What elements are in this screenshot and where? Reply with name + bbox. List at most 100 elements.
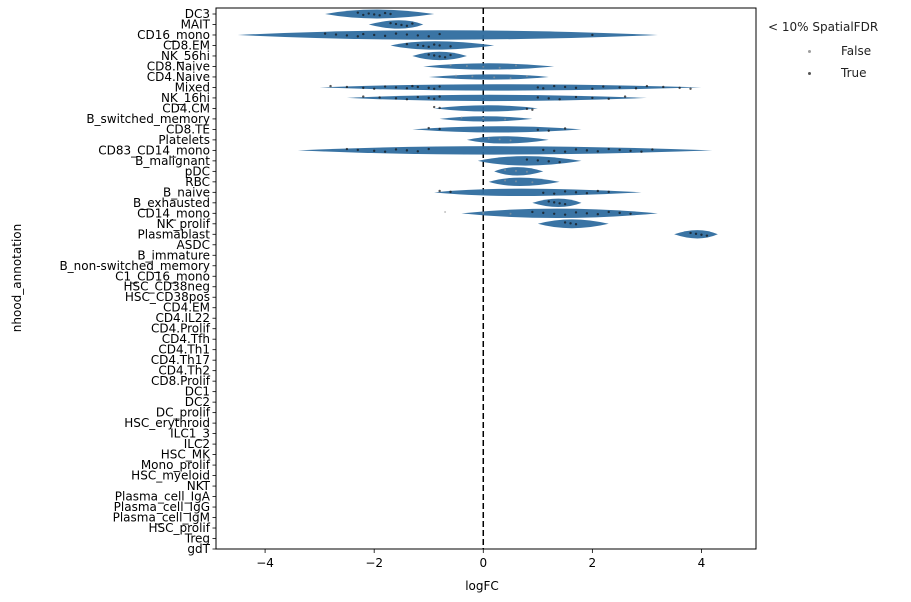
point-NK_prolif (574, 223, 578, 226)
point-DC3 (389, 12, 392, 16)
violin-CD16_mono (237, 30, 658, 40)
y-tick-label-CD4.Th2: CD4.Th2 (158, 364, 210, 378)
point-Mixed (574, 86, 578, 90)
point-CD14_mono (531, 210, 534, 214)
point-Mixed (536, 86, 540, 89)
y-tick-label-Treg: Treg (184, 532, 210, 546)
point-NK_56hi (427, 53, 430, 56)
point-MAIT (411, 22, 414, 25)
y-tick-label-MAIT: MAIT (181, 17, 211, 31)
point-CD8.EM (432, 43, 436, 46)
point-CD16_mono (405, 33, 409, 36)
point-CD16_mono (334, 33, 338, 36)
legend-label-true: True (841, 66, 867, 80)
point-CD8.TE (563, 127, 567, 130)
y-tick-label-NK_16hi: NK_16hi (161, 91, 210, 105)
point-DC3 (372, 13, 376, 16)
violin-NK_16hi (346, 94, 647, 102)
point-CD16_mono (356, 35, 360, 38)
point-DC3 (367, 12, 370, 15)
y-tick-label-Plasma_cell_IgA: Plasma_cell_IgA (115, 490, 211, 504)
point-NK_16hi (547, 97, 550, 100)
point-Mixed (591, 87, 594, 90)
y-tick-label-HSC_MK: HSC_MK (161, 448, 211, 462)
point-Plasmablast (700, 233, 703, 236)
x-axis-label: logFC (465, 579, 499, 593)
point-CD16_mono (362, 32, 365, 36)
y-tick-label-HSC_erythroid: HSC_erythroid (124, 416, 210, 430)
violin-CD8.EM (390, 41, 495, 50)
y-tick-label-ILC2: ILC2 (184, 437, 210, 451)
y-tick-label-B_immature: B_immature (137, 248, 210, 262)
point-CD83_CD14_mono (607, 147, 610, 151)
point-Mixed (372, 87, 376, 90)
point-Plasmablast (689, 231, 692, 235)
point-pDC (504, 169, 507, 172)
point-CD14_mono (629, 212, 632, 215)
point-B_switched_memory (460, 116, 463, 119)
point-CD83_CD14_mono (651, 148, 654, 151)
point-B_naive (574, 191, 578, 194)
point-CD14_mono (585, 212, 589, 215)
violin-Mixed (319, 84, 702, 91)
y-tick-label-CD4.Naive: CD4.Naive (147, 70, 210, 84)
point-B_naive (585, 192, 589, 195)
point-Mixed (383, 85, 387, 88)
y-tick-label-Platelets: Platelets (158, 133, 210, 147)
y-tick-label-Plasma_cell_IgM: Plasma_cell_IgM (113, 511, 210, 525)
y-tick-label-DC1: DC1 (185, 385, 210, 399)
y-tick-label-B_exhausted: B_exhausted (133, 196, 210, 210)
point-CD83_CD14_mono (372, 149, 376, 153)
violin-RBC (488, 177, 560, 187)
y-tick-label-CD4.Th17: CD4.Th17 (151, 353, 210, 367)
point-Mixed (645, 84, 649, 88)
violin-B_naive (434, 188, 642, 197)
point-Mixed (427, 86, 430, 90)
y-tick-label-CD8.Prolif: CD8.Prolif (151, 374, 211, 388)
point-CD4.Naive (471, 75, 474, 78)
point-B_naive (607, 190, 610, 194)
point-pDC (515, 169, 517, 172)
legend-marker-true (808, 71, 811, 75)
point-CD16_mono (372, 33, 376, 37)
point-CD8.EM (422, 44, 425, 48)
point-MAIT (400, 23, 403, 27)
point-Mixed (618, 86, 621, 89)
point-DC3 (356, 11, 360, 14)
point-Mixed (432, 87, 436, 90)
y-tick-label-Mixed: Mixed (175, 80, 210, 94)
point-CD8.EM (427, 45, 430, 49)
point-NK_16hi (416, 95, 420, 99)
point-CD14_mono (552, 212, 556, 215)
point-CD16_mono (438, 32, 441, 36)
point-CD14_mono (563, 213, 567, 216)
point-Mixed (634, 87, 638, 90)
point-Mixed (411, 84, 414, 88)
y-tick-label-CD4.EM: CD4.EM (163, 301, 210, 315)
violin-CD14_mono (461, 208, 658, 219)
point-Platelets (509, 139, 512, 142)
point-NK_16hi (394, 97, 398, 100)
point-B_switched_memory (504, 118, 507, 121)
x-tick-label--2: −2 (365, 556, 383, 570)
y-tick-label-B_naive: B_naive (163, 185, 210, 199)
y-tick-label-CD8.TE: CD8.TE (166, 122, 210, 136)
point-CD8.EM (438, 44, 441, 47)
point-CD83_CD14_mono (345, 147, 349, 151)
point-NK_56hi (443, 56, 447, 59)
y-axis-label: nhood_annotation (10, 224, 24, 332)
violin-NK_prolif (537, 219, 609, 229)
point-B_exhausted (552, 201, 556, 204)
violins-group (237, 9, 718, 239)
point-CD8.Naive (465, 65, 468, 68)
y-tick-label-CD4.CM: CD4.CM (162, 101, 210, 115)
y-tick-label-DC3: DC3 (185, 7, 210, 21)
y-tick-label-HSC_prolif: HSC_prolif (148, 521, 210, 535)
point-Mixed (602, 85, 605, 88)
y-tick-label-C1_CD16_mono: C1_CD16_mono (115, 269, 210, 283)
point-CD8.EM (405, 42, 409, 46)
point-DC3 (383, 11, 387, 15)
point-NK_56hi (432, 54, 436, 57)
point-CD16_mono (416, 34, 420, 37)
point-B_exhausted (563, 202, 567, 206)
